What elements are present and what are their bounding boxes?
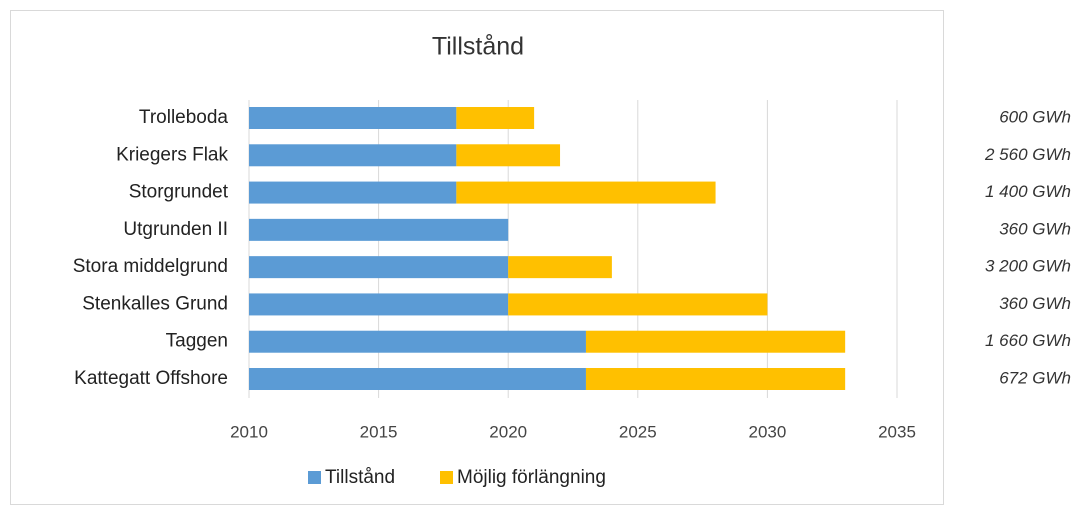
category-label: Stora middelgrund: [73, 256, 228, 277]
category-label: Taggen: [166, 331, 228, 352]
chart-title: Tillstånd: [432, 33, 524, 61]
x-tick-label: 2015: [360, 422, 398, 441]
bar-segment: [508, 256, 612, 279]
category-label: Utgrunden II: [123, 219, 228, 240]
legend-swatch: [440, 471, 453, 484]
bar-segment: [249, 293, 509, 316]
annotation: 600 GWh: [999, 107, 1071, 126]
x-tick-label: 2010: [230, 422, 268, 441]
bar-segment: [249, 181, 457, 204]
legend-label: Möjlig förlängning: [457, 467, 606, 488]
annotation: 3 200 GWh: [985, 257, 1071, 276]
category-label: Storgrundet: [129, 182, 229, 203]
bar-segment: [249, 256, 509, 279]
annotation: 1 660 GWh: [985, 331, 1071, 350]
category-label: Trolleboda: [139, 107, 229, 128]
bar-segment: [249, 107, 457, 129]
legend-swatch: [308, 471, 321, 484]
bar-segment: [456, 144, 561, 167]
bar-segment: [249, 368, 586, 390]
category-label: Stenkalles Grund: [82, 293, 228, 314]
annotation: 360 GWh: [999, 219, 1071, 238]
legend-label: Tillstånd: [325, 467, 395, 488]
bar-segment: [456, 107, 535, 129]
bar-segment: [249, 330, 586, 353]
bar-segment: [508, 293, 768, 316]
annotation: 672 GWh: [999, 368, 1071, 387]
bar-segment: [249, 144, 457, 167]
category-label: Kattegatt Offshore: [74, 368, 228, 389]
x-tick-label: 2030: [748, 422, 786, 441]
bar-segment: [249, 218, 509, 241]
bar-segment: [585, 368, 846, 390]
x-tick-label: 2020: [489, 422, 527, 441]
category-label: Kriegers Flak: [116, 144, 228, 165]
annotation: 360 GWh: [999, 294, 1071, 313]
annotation: 2 560 GWh: [984, 145, 1071, 164]
annotation: 1 400 GWh: [985, 182, 1071, 201]
bar-segment: [585, 330, 846, 353]
x-tick-label: 2025: [619, 422, 657, 441]
bar-segment: [456, 181, 716, 204]
x-tick-label: 2035: [878, 422, 916, 441]
